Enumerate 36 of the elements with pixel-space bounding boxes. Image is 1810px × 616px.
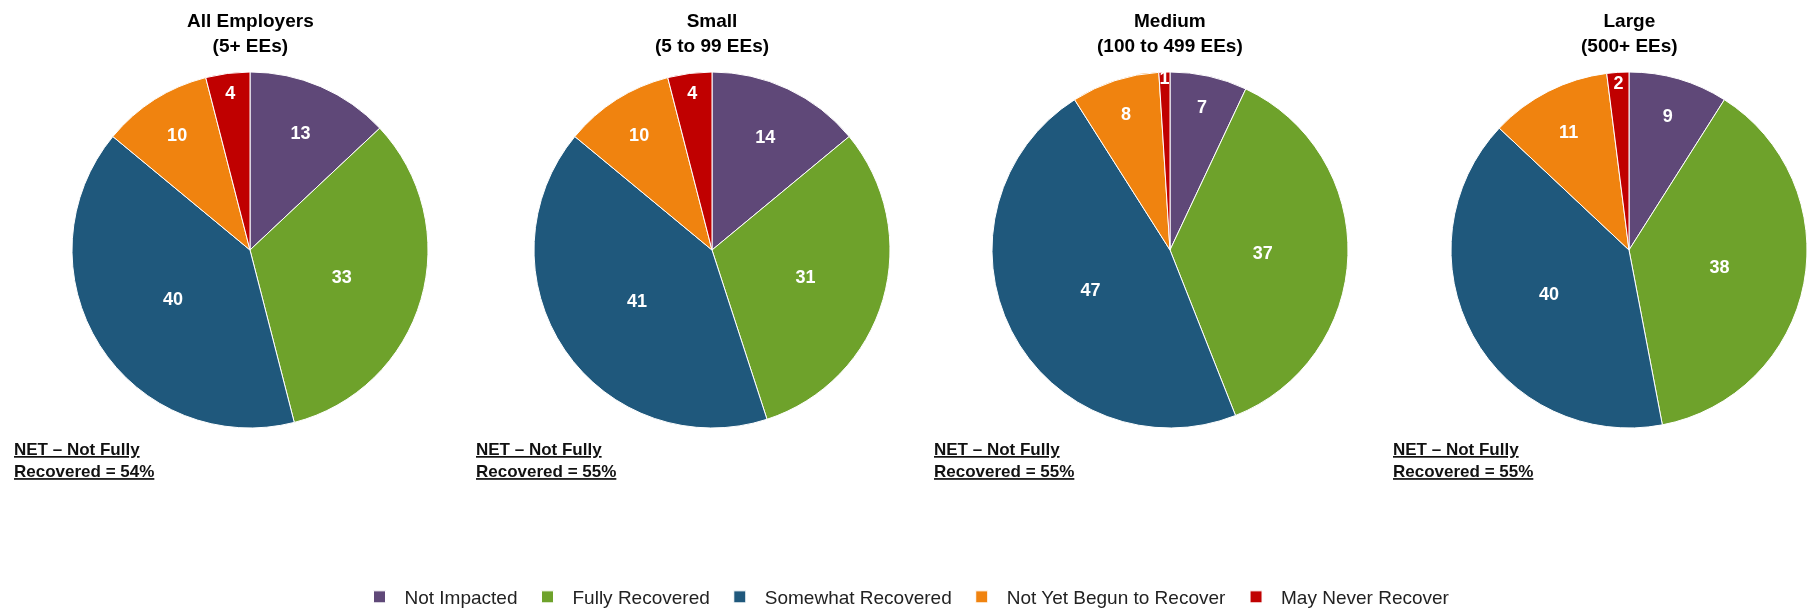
data-label: 4: [225, 83, 236, 104]
data-label: 2: [1613, 72, 1624, 93]
data-label: 4: [687, 83, 698, 104]
text: NET – Not Fully Recovered = 55%: [476, 440, 617, 482]
data-label: 10: [629, 125, 650, 146]
data-label: 9: [1662, 106, 1673, 127]
data-label: 40: [162, 288, 183, 309]
chart-subtitle: (500+ EEs): [1581, 34, 1678, 56]
data-label: 33: [331, 266, 352, 287]
legend-label: Somewhat Recovered: [764, 587, 952, 609]
chart-subtitle: (5+ EEs): [212, 34, 289, 56]
chart-title: Large: [1603, 10, 1656, 31]
legend-label: May Never Recover: [1281, 587, 1450, 609]
legend-label: Not Impacted: [404, 587, 518, 609]
chart-title: Small: [686, 10, 738, 31]
chart-title: Medium: [1133, 10, 1206, 31]
chart-title: All Employers: [187, 10, 314, 31]
data-label: 14: [755, 127, 776, 148]
chart-subtitle: (5 to 99 EEs): [655, 34, 770, 56]
text: NET – Not Fully Recovered = 55%: [1393, 440, 1534, 482]
data-label: 41: [626, 291, 647, 312]
data-label: 47: [1080, 280, 1101, 301]
legend-label: Fully Recovered: [572, 587, 710, 609]
data-label: 13: [290, 123, 311, 144]
chart-subtitle: (100 to 499 EEs): [1097, 34, 1243, 56]
data-label: 38: [1709, 257, 1730, 278]
legend-label: Not Yet Begun to Recover: [1006, 587, 1227, 609]
text: NET – Not Fully Recovered = 54%: [14, 440, 155, 482]
data-label: 7: [1196, 97, 1207, 118]
text: NET – Not Fully Recovered = 55%: [934, 440, 1075, 482]
data-label: 31: [795, 267, 816, 288]
data-label: 40: [1539, 283, 1560, 304]
data-label: 8: [1120, 104, 1131, 125]
data-label: 37: [1252, 242, 1273, 263]
data-label: 11: [1559, 121, 1579, 142]
data-label: 10: [167, 125, 188, 146]
